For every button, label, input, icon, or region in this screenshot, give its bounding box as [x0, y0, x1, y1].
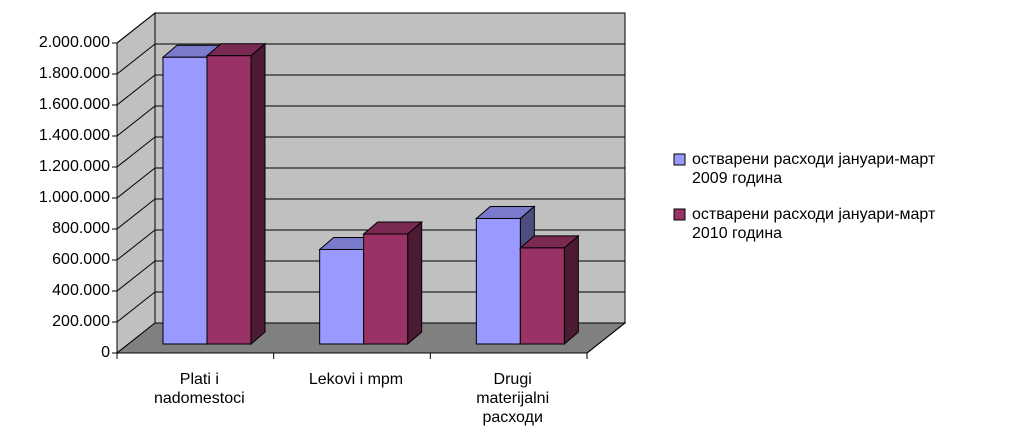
y-tick-label: 1.200.000: [39, 158, 110, 175]
y-tick-label: 1.000.000: [39, 189, 110, 206]
y-tick-label: 1.800.000: [39, 65, 110, 82]
y-tick-label: 400.000: [52, 282, 110, 299]
grid-line: [116, 198, 156, 230]
bar: [519, 247, 565, 345]
bar: [319, 248, 365, 345]
grid-line: [116, 74, 156, 106]
x-tick-label: Drugi materijalni расходи: [476, 371, 549, 426]
y-tick-label: 800.000: [52, 220, 110, 237]
legend-label: остварени расходи јануари-март 2010 годин…: [692, 206, 936, 242]
y-tick-label: 2.000.000: [39, 34, 110, 51]
bar: [475, 217, 521, 345]
grid-line: [116, 291, 156, 323]
grid-line: [116, 105, 156, 137]
grid-line: [116, 12, 156, 44]
floor-edge: [586, 322, 626, 354]
y-tick-label: 0: [101, 344, 110, 361]
legend-swatch: [673, 153, 686, 166]
y-tick-label: 600.000: [52, 251, 110, 268]
grid-line: [116, 43, 156, 75]
grid-line: [116, 229, 156, 261]
bar-side: [407, 220, 423, 346]
y-tick-label: 1.400.000: [39, 127, 110, 144]
grid-line: [116, 167, 156, 199]
x-tick-label: Lekovi i mpm: [309, 371, 403, 388]
bar: [206, 55, 252, 345]
bar-side: [250, 42, 266, 346]
y-tick-label: 200.000: [52, 313, 110, 330]
legend-swatch: [673, 208, 686, 221]
bar: [162, 56, 208, 345]
bar: [363, 233, 409, 345]
grid-line: [116, 260, 156, 292]
legend-label: остварени расходи јануари-март 2009 годин…: [692, 151, 936, 187]
bar-side: [563, 234, 579, 346]
y-tick-label: 1.600.000: [39, 96, 110, 113]
x-tick-label: Plati i nadomestoci: [154, 371, 245, 407]
grid-line: [116, 136, 156, 168]
